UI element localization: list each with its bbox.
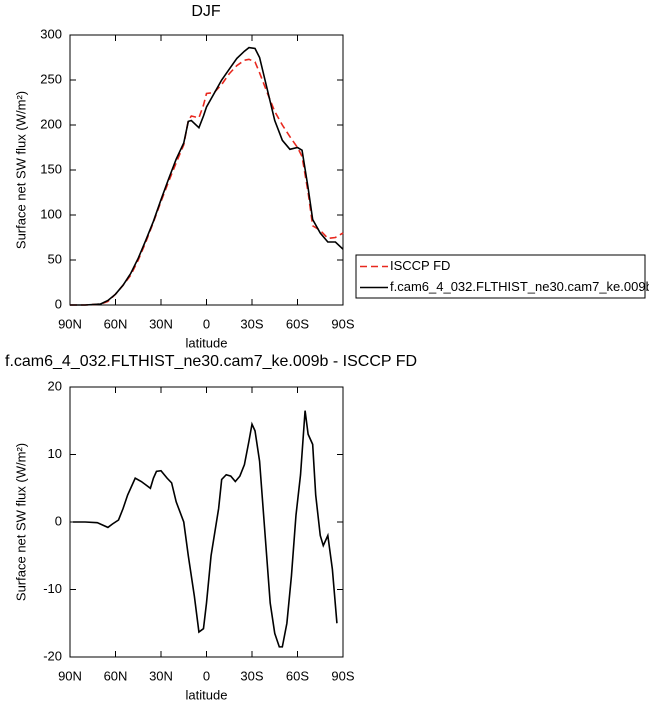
legend-box [355, 254, 646, 299]
y-tick-label: 250 [40, 71, 62, 86]
y-tick-label: -10 [43, 581, 62, 596]
x-tick-label: 90N [58, 668, 82, 683]
y-tick-label: 300 [40, 26, 62, 41]
chart-title: f.cam6_4_032.FLTHIST_ne30.cam7_ke.009b -… [5, 353, 417, 370]
data-line [70, 46, 344, 306]
y-tick-label: 0 [55, 296, 62, 311]
chart-title: DJF [191, 3, 221, 20]
x-tick-label: 0 [203, 316, 210, 331]
y-tick-label: 10 [48, 446, 62, 461]
plot-frame [69, 386, 344, 658]
x-tick-label: 90S [331, 668, 354, 683]
y-tick-label: 150 [40, 161, 62, 176]
data-line [73, 410, 338, 648]
x-tick-label: 0 [203, 668, 210, 683]
legend-label: f.cam6_4_032.FLTHIST_ne30.cam7_ke.009b [390, 279, 649, 294]
x-axis-label: latitude [186, 687, 228, 702]
x-tick-label: 90N [58, 316, 82, 331]
x-tick-label: 60S [286, 668, 309, 683]
x-tick-label: 30S [240, 668, 263, 683]
x-tick-label: 60N [104, 316, 128, 331]
y-tick-label: 200 [40, 116, 62, 131]
legend-label: ISCCP FD [390, 258, 450, 273]
x-tick-label: 60S [286, 316, 309, 331]
x-axis-label: latitude [186, 335, 228, 350]
x-tick-label: 60N [104, 668, 128, 683]
x-tick-label: 30N [149, 668, 173, 683]
y-axis-label: Surface net SW flux (W/m²) [13, 443, 28, 601]
plot-frame [69, 34, 344, 306]
y-tick-label: 0 [55, 513, 62, 528]
y-tick-label: 100 [40, 206, 62, 221]
y-axis-label: Surface net SW flux (W/m²) [13, 91, 28, 249]
x-tick-label: 30N [149, 316, 173, 331]
x-tick-label: 90S [331, 316, 354, 331]
y-tick-label: 50 [48, 251, 62, 266]
data-line [70, 58, 344, 306]
y-tick-label: 20 [48, 378, 62, 393]
x-tick-label: 30S [240, 316, 263, 331]
y-tick-label: -20 [43, 648, 62, 663]
